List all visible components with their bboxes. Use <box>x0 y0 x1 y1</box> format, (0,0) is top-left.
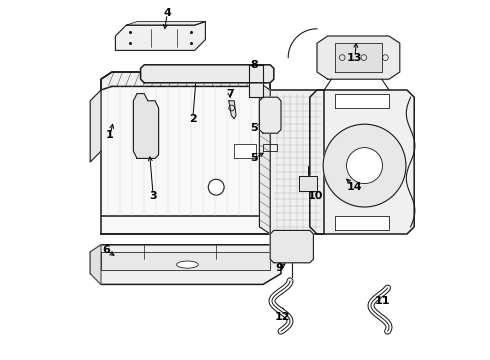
Polygon shape <box>101 65 270 90</box>
Text: 13: 13 <box>347 53 363 63</box>
Polygon shape <box>259 83 270 234</box>
Text: 5: 5 <box>250 123 258 133</box>
Polygon shape <box>335 94 389 108</box>
Text: 3: 3 <box>149 191 157 201</box>
Text: 11: 11 <box>375 296 390 306</box>
Circle shape <box>346 148 383 184</box>
Polygon shape <box>116 22 205 50</box>
Text: 4: 4 <box>164 8 171 18</box>
Polygon shape <box>299 176 317 191</box>
Polygon shape <box>101 72 270 234</box>
Polygon shape <box>229 101 236 119</box>
Text: 10: 10 <box>308 191 323 201</box>
Text: 7: 7 <box>226 89 234 99</box>
Circle shape <box>208 179 224 195</box>
Polygon shape <box>126 22 205 25</box>
Text: 5: 5 <box>250 153 258 163</box>
Polygon shape <box>259 97 281 133</box>
Text: 12: 12 <box>275 312 291 322</box>
Text: 2: 2 <box>189 114 196 124</box>
Polygon shape <box>317 36 400 79</box>
Text: 6: 6 <box>102 245 110 255</box>
Polygon shape <box>101 252 270 270</box>
Text: 8: 8 <box>251 60 259 70</box>
Polygon shape <box>310 90 414 234</box>
Polygon shape <box>90 245 281 284</box>
Polygon shape <box>270 90 324 234</box>
Polygon shape <box>90 90 101 162</box>
Polygon shape <box>335 43 382 72</box>
Polygon shape <box>248 65 263 97</box>
Text: 1: 1 <box>106 130 114 140</box>
Polygon shape <box>90 245 101 284</box>
Ellipse shape <box>176 261 198 268</box>
Polygon shape <box>335 216 389 230</box>
Polygon shape <box>141 65 274 83</box>
Polygon shape <box>133 94 159 158</box>
Polygon shape <box>270 230 314 263</box>
Circle shape <box>323 124 406 207</box>
Text: 14: 14 <box>347 182 363 192</box>
Polygon shape <box>234 144 256 158</box>
Text: 9: 9 <box>275 263 283 273</box>
